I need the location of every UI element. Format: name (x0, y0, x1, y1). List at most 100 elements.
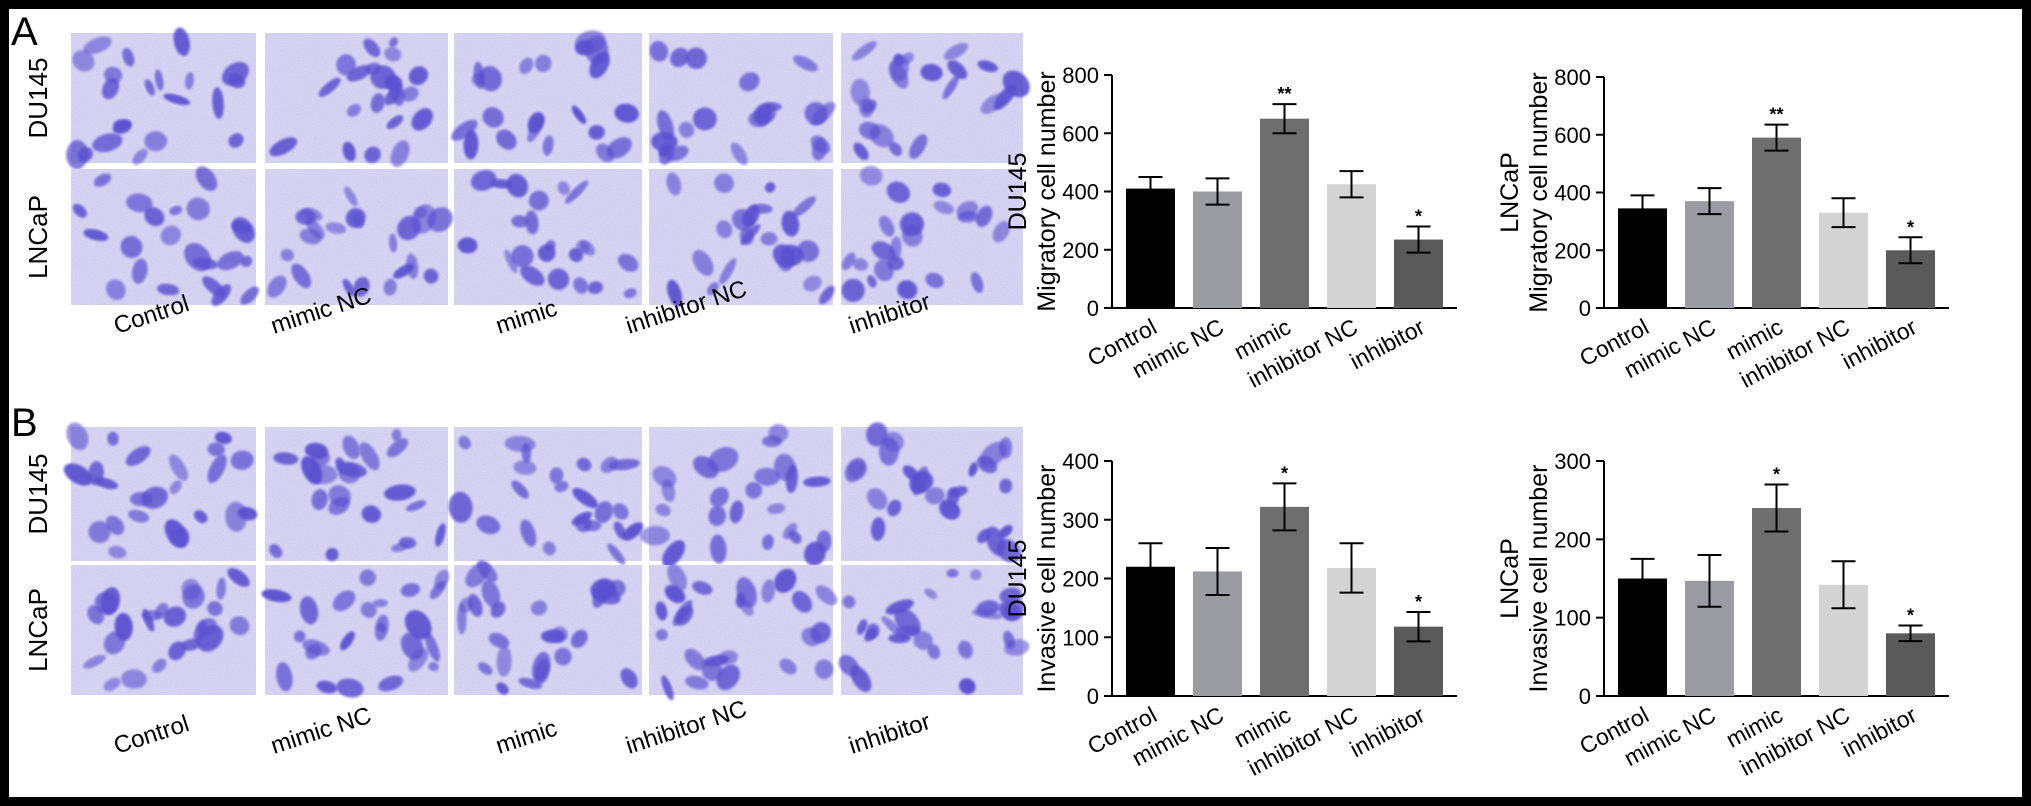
micrograph-image (649, 169, 835, 307)
figure-canvas: A B DU145 LNCaP Control mimic NC mimic inhibi… (11, 10, 1949, 781)
micrograph-image (66, 27, 256, 170)
significance-marker: * (1773, 465, 1780, 485)
y-tick-label: 400 (1062, 180, 1099, 205)
y-tick-label: 200 (1554, 238, 1591, 263)
significance-marker: * (1415, 592, 1422, 612)
micrograph-image (448, 427, 644, 565)
y-tick-label: 600 (1554, 123, 1591, 148)
micrograph-image (265, 33, 448, 168)
bar (1685, 201, 1734, 308)
significance-marker: * (1415, 206, 1422, 226)
y-axis-label: Invasive cell number (1033, 465, 1061, 693)
micrograph-image (649, 33, 836, 166)
error-bar (1630, 557, 1655, 600)
y-axis-label: Migratory cell number (1033, 71, 1061, 311)
micrograph-image (640, 424, 833, 567)
micrograph-grid-b: DU145 LNCaP Control mimic NC mimic inhibitor … (23, 422, 1030, 760)
x-category-label: inhibitor (1838, 313, 1922, 374)
error-bar (1272, 103, 1297, 135)
error-bar (1831, 197, 1856, 229)
micrograph-column-label: mimic (493, 715, 561, 760)
error-bar (1406, 610, 1431, 643)
micrograph-image (454, 169, 642, 305)
micrograph-column-label: mimic NC (268, 702, 375, 760)
y-axis-label: Invasive cell number (1525, 465, 1553, 693)
micrograph-row-label: DU145 (23, 454, 53, 535)
y-tick-label: 100 (1062, 625, 1099, 650)
micrograph-image (454, 560, 642, 695)
bar (1886, 633, 1935, 696)
error-bar (1339, 170, 1364, 199)
y-tick-label: 300 (1062, 508, 1099, 533)
significance-marker: ** (1277, 84, 1291, 104)
x-category-label: inhibitor (1346, 701, 1430, 762)
y-tick-label: 300 (1554, 449, 1591, 474)
error-bar (1138, 175, 1163, 202)
y-axis-label: LNCaP (1496, 538, 1524, 619)
micrograph-image (649, 563, 838, 701)
y-tick-label: 200 (1554, 527, 1591, 552)
micrograph-image (265, 169, 453, 305)
y-tick-label: 0 (1087, 296, 1099, 321)
micrograph-row-label: LNCaP (23, 195, 53, 279)
error-bar (1406, 225, 1431, 254)
y-tick-label: 400 (1554, 181, 1591, 206)
error-bar (1205, 546, 1230, 596)
error-bar (1697, 554, 1722, 608)
error-bar (1339, 542, 1364, 594)
micrograph-row-label: LNCaP (23, 588, 53, 672)
micrograph-image (71, 565, 256, 695)
y-tick-label: 0 (1579, 684, 1591, 709)
y-axis-label: LNCaP (1496, 152, 1524, 233)
micrograph-image (841, 33, 1030, 163)
y-tick-label: 0 (1087, 684, 1099, 709)
error-bar (1630, 194, 1655, 223)
x-category-label: inhibitor (1346, 313, 1430, 374)
micrograph-row-label: DU145 (23, 58, 53, 139)
y-tick-label: 800 (1554, 65, 1591, 90)
error-bar (1764, 483, 1789, 533)
bar (1752, 137, 1801, 308)
error-bar (1205, 177, 1230, 206)
micrograph-column-label: inhibitor (846, 708, 934, 760)
y-axis-label: Migratory cell number (1525, 72, 1553, 312)
bar (1618, 208, 1667, 308)
figure: A B DU145 LNCaP Control mimic NC mimic inhibi… (9, 9, 2022, 797)
y-tick-label: 200 (1062, 567, 1099, 592)
micrograph-column-label: inhibitor NC (623, 695, 751, 759)
error-bar (1898, 236, 1923, 265)
significance-marker: * (1907, 217, 1914, 237)
error-bar (1764, 123, 1789, 152)
bar (1193, 191, 1242, 308)
micrograph-image (261, 565, 450, 698)
y-axis-label: DU145 (1004, 540, 1032, 618)
panel-letter-b: B (11, 401, 38, 445)
y-tick-label: 100 (1554, 606, 1591, 631)
error-bar (1138, 542, 1163, 592)
bar (1126, 188, 1175, 308)
significance-marker: * (1907, 606, 1914, 626)
bar (1327, 184, 1376, 308)
bar (1819, 212, 1868, 308)
bar (1260, 118, 1309, 308)
bar (1752, 508, 1801, 696)
y-tick-label: 200 (1062, 238, 1099, 263)
micrograph-image (841, 165, 1023, 305)
micrograph-image (265, 427, 448, 562)
y-tick-label: 400 (1062, 449, 1099, 474)
significance-marker: * (1281, 463, 1288, 483)
micrograph-image (451, 30, 642, 163)
bar (1260, 506, 1309, 696)
y-axis-label: DU145 (1004, 153, 1032, 231)
y-tick-label: 0 (1579, 296, 1591, 321)
x-category-label: inhibitor (1838, 701, 1922, 762)
y-tick-label: 800 (1062, 63, 1099, 88)
error-bar (1831, 560, 1856, 610)
micrograph-image (838, 565, 1030, 695)
micrograph-image (71, 166, 260, 306)
